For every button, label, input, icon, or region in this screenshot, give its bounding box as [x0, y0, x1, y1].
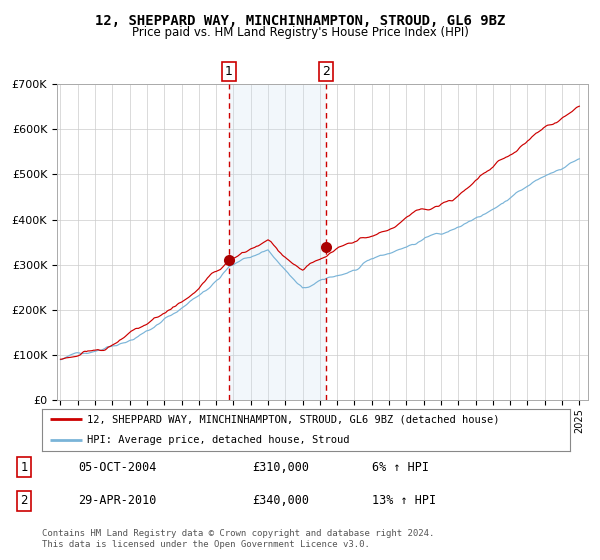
Text: 1: 1 — [225, 64, 233, 78]
Text: 6% ↑ HPI: 6% ↑ HPI — [372, 460, 429, 474]
Text: 29-APR-2010: 29-APR-2010 — [78, 494, 157, 507]
Text: HPI: Average price, detached house, Stroud: HPI: Average price, detached house, Stro… — [87, 435, 349, 445]
Text: Price paid vs. HM Land Registry's House Price Index (HPI): Price paid vs. HM Land Registry's House … — [131, 26, 469, 39]
Text: 13% ↑ HPI: 13% ↑ HPI — [372, 494, 436, 507]
Text: Contains HM Land Registry data © Crown copyright and database right 2024.
This d: Contains HM Land Registry data © Crown c… — [42, 529, 434, 549]
Text: £340,000: £340,000 — [252, 494, 309, 507]
Text: 2: 2 — [20, 494, 28, 507]
Bar — [229, 84, 326, 400]
Text: £310,000: £310,000 — [252, 460, 309, 474]
Text: 12, SHEPPARD WAY, MINCHINHAMPTON, STROUD, GL6 9BZ: 12, SHEPPARD WAY, MINCHINHAMPTON, STROUD… — [95, 14, 505, 28]
Text: 12, SHEPPARD WAY, MINCHINHAMPTON, STROUD, GL6 9BZ (detached house): 12, SHEPPARD WAY, MINCHINHAMPTON, STROUD… — [87, 414, 499, 424]
Text: 2: 2 — [322, 64, 329, 78]
Text: 05-OCT-2004: 05-OCT-2004 — [78, 460, 157, 474]
Text: 1: 1 — [20, 460, 28, 474]
